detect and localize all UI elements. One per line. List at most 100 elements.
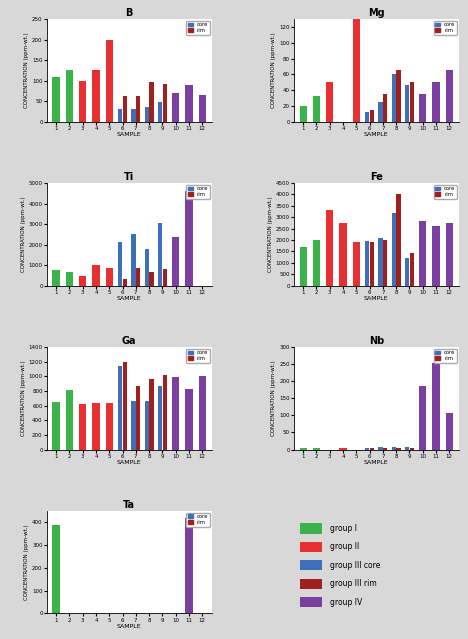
Y-axis label: CONCENTRATION (ppm-wt.): CONCENTRATION (ppm-wt.) [271, 33, 277, 108]
Bar [446, 413, 453, 449]
Bar [123, 362, 127, 449]
Bar [79, 404, 86, 449]
Bar [365, 112, 369, 121]
Bar [158, 386, 162, 449]
Bar [145, 107, 149, 121]
Y-axis label: CONCENTRATION (ppm-wt.): CONCENTRATION (ppm-wt.) [271, 360, 277, 436]
Bar [300, 578, 322, 589]
Bar [132, 401, 136, 449]
Title: Ga: Ga [122, 336, 136, 346]
Bar [383, 240, 388, 286]
Bar [132, 109, 136, 121]
Legend: core, rim: core, rim [186, 20, 210, 35]
Bar [52, 525, 60, 613]
Bar [410, 448, 414, 449]
Title: B: B [125, 8, 133, 19]
Bar [432, 82, 440, 121]
Bar [383, 94, 388, 121]
Bar [158, 223, 162, 286]
Bar [145, 401, 149, 449]
Bar [300, 523, 322, 534]
Bar [300, 542, 322, 552]
Bar [392, 213, 396, 286]
Bar [300, 560, 322, 571]
Bar [405, 447, 409, 449]
Bar [410, 82, 414, 121]
Bar [92, 403, 100, 449]
Y-axis label: CONCENTRATION (ppm-wt.): CONCENTRATION (ppm-wt.) [21, 197, 26, 272]
Text: group II: group II [330, 543, 359, 551]
Bar [370, 242, 374, 286]
Bar [392, 74, 396, 121]
Bar [185, 191, 193, 286]
Y-axis label: CONCENTRATION (ppm-wt.): CONCENTRATION (ppm-wt.) [24, 33, 29, 108]
Text: group III rim: group III rim [330, 579, 377, 589]
Y-axis label: CONCENTRATION (ppm-wt.): CONCENTRATION (ppm-wt.) [268, 197, 273, 272]
Bar [79, 276, 86, 286]
Bar [446, 223, 453, 286]
Legend: core, rim: core, rim [186, 185, 210, 199]
X-axis label: SAMPLE: SAMPLE [117, 132, 141, 137]
Title: Ta: Ta [123, 500, 135, 510]
Bar [410, 252, 414, 286]
Bar [185, 389, 193, 449]
X-axis label: SAMPLE: SAMPLE [364, 132, 388, 137]
Bar [145, 249, 149, 286]
Bar [419, 387, 426, 449]
Bar [419, 220, 426, 286]
Bar [446, 70, 453, 121]
Text: group III core: group III core [330, 561, 380, 570]
Bar [52, 402, 60, 449]
Bar [396, 448, 401, 449]
Bar [132, 235, 136, 286]
Bar [198, 95, 206, 121]
Bar [405, 84, 409, 121]
Bar [353, 0, 360, 121]
Legend: core, rim: core, rim [433, 185, 457, 199]
Legend: core, rim: core, rim [186, 512, 210, 527]
Bar [432, 364, 440, 449]
Legend: core, rim: core, rim [433, 20, 457, 35]
Bar [326, 82, 333, 121]
Bar [136, 268, 140, 286]
Title: Nb: Nb [369, 336, 384, 346]
Bar [118, 109, 122, 121]
Bar [123, 279, 127, 286]
Bar [136, 96, 140, 121]
Y-axis label: CONCENTRATION (ppm-wt.): CONCENTRATION (ppm-wt.) [24, 525, 29, 600]
Bar [172, 238, 179, 286]
Bar [392, 447, 396, 449]
Bar [383, 448, 388, 449]
X-axis label: SAMPLE: SAMPLE [364, 296, 388, 301]
Bar [123, 96, 127, 121]
Bar [66, 70, 73, 121]
Bar [353, 242, 360, 286]
Bar [339, 223, 347, 286]
Bar [92, 265, 100, 286]
Bar [365, 448, 369, 449]
Bar [313, 240, 320, 286]
X-axis label: SAMPLE: SAMPLE [117, 460, 141, 465]
Bar [172, 377, 179, 449]
Bar [172, 93, 179, 121]
Bar [149, 272, 154, 286]
Bar [313, 96, 320, 121]
Bar [379, 102, 383, 121]
Legend: core, rim: core, rim [186, 349, 210, 362]
Bar [379, 447, 383, 449]
Bar [149, 82, 154, 121]
X-axis label: SAMPLE: SAMPLE [117, 296, 141, 301]
Bar [92, 70, 100, 121]
Bar [106, 403, 113, 449]
Bar [158, 102, 162, 121]
Bar [79, 81, 86, 121]
Bar [106, 40, 113, 121]
Title: Fe: Fe [370, 173, 383, 182]
Bar [66, 272, 73, 286]
Bar [300, 247, 307, 286]
Bar [136, 386, 140, 449]
Text: group IV: group IV [330, 597, 362, 606]
X-axis label: SAMPLE: SAMPLE [117, 624, 141, 629]
Legend: core, rim: core, rim [433, 349, 457, 362]
Bar [300, 597, 322, 607]
